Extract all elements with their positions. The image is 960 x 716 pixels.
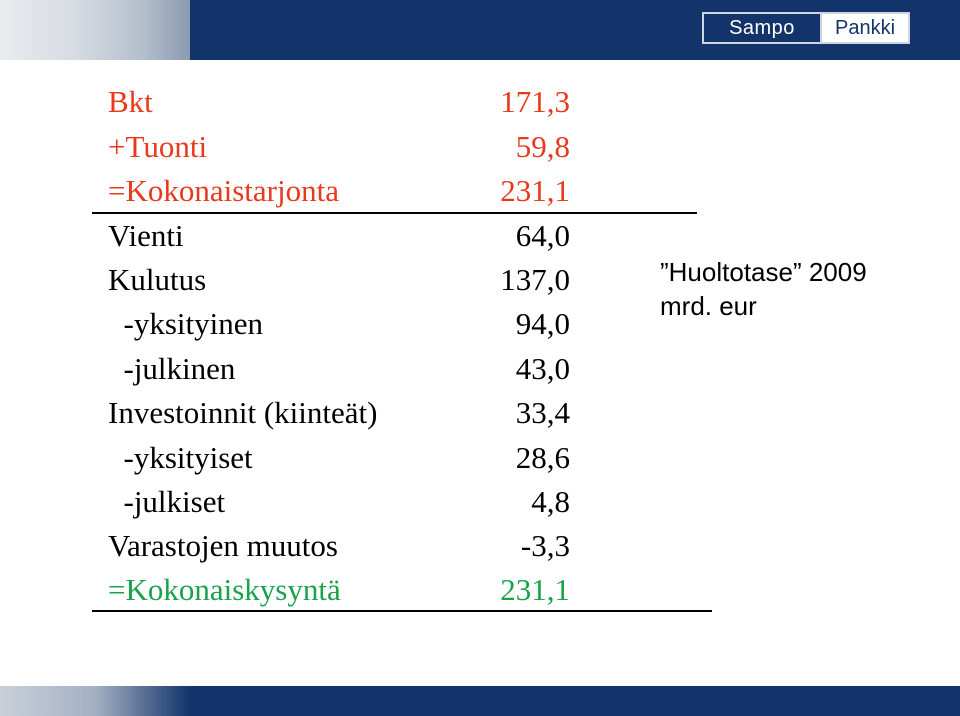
logo-pankki: Pankki: [820, 14, 908, 42]
caption-line-2: mrd. eur: [660, 291, 757, 321]
row-value: 28,6: [515, 440, 570, 475]
row-label: +Tuonti: [108, 129, 208, 164]
row-label: Bkt: [108, 84, 153, 119]
table-caption: ”Huoltotase” 2009 mrd. eur: [660, 255, 950, 323]
row-julkinen: -julkinen 43,0: [108, 347, 578, 391]
sampo-pankki-logo: Sampo Pankki: [702, 12, 910, 44]
row-value: 64,0: [515, 218, 570, 253]
row-kokonaiskysynta: =Kokonaiskysyntä 231,1: [108, 568, 578, 612]
row-label: Varastojen muutos: [108, 528, 338, 563]
row-julkiset: -julkiset 4,8: [108, 480, 578, 524]
row-label: -julkinen: [108, 351, 236, 386]
logo-sampo: Sampo: [704, 14, 820, 42]
row-value: 137,0: [500, 262, 570, 297]
row-value: 59,8: [515, 129, 570, 164]
row-yksityiset: -yksityiset 28,6: [108, 436, 578, 480]
row-value: 33,4: [515, 395, 570, 430]
bottom-banner-gradient: [0, 686, 190, 716]
row-investoinnit: Investoinnit (kiinteät) 33,4: [108, 391, 578, 435]
row-value: 171,3: [500, 84, 570, 119]
divider-bottom: [92, 610, 712, 612]
divider-top: [92, 212, 697, 214]
row-label: Vienti: [108, 218, 184, 253]
row-tuonti: +Tuonti 59,8: [108, 125, 578, 169]
row-bkt: Bkt 171,3: [108, 80, 578, 124]
row-vienti: Vienti 64,0: [108, 214, 578, 258]
row-kulutus: Kulutus 137,0: [108, 258, 578, 302]
row-value: 94,0: [515, 306, 570, 341]
row-varastojen-muutos: Varastojen muutos -3,3: [108, 524, 578, 568]
row-kokonaistarjonta: =Kokonaistarjonta 231,1: [108, 169, 578, 213]
row-yksityinen: -yksityinen 94,0: [108, 302, 578, 346]
row-label: -yksityinen: [108, 306, 264, 341]
caption-line-1: ”Huoltotase” 2009: [660, 257, 867, 287]
row-value: 231,1: [500, 572, 570, 607]
row-value: 4,8: [531, 484, 570, 519]
row-label: -julkiset: [108, 484, 226, 519]
row-value: -3,3: [520, 528, 570, 563]
row-label: -yksityiset: [108, 440, 253, 475]
row-label: =Kokonaistarjonta: [108, 173, 339, 208]
top-banner-gradient: [0, 0, 190, 60]
row-value: 231,1: [500, 173, 570, 208]
row-value: 43,0: [515, 351, 570, 386]
row-label: =Kokonaiskysyntä: [108, 572, 341, 607]
row-label: Kulutus: [108, 262, 207, 297]
row-label: Investoinnit (kiinteät): [108, 395, 378, 430]
